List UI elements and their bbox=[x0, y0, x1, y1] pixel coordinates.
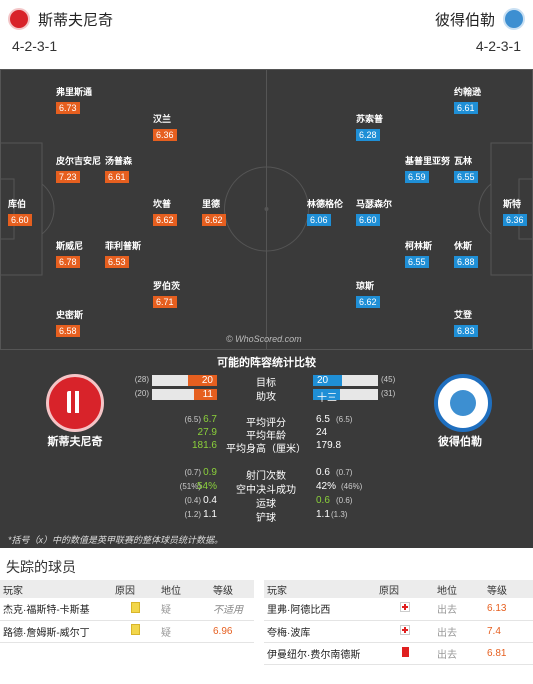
pitch: 弗里斯通 6.73 汉兰 6.36 皮尔吉安尼 7.23 汤普森 6.61 库伯 6.60… bbox=[0, 69, 533, 350]
home-goals-bar: 20 bbox=[152, 375, 217, 386]
away-player[interactable]: 斯特 6.36 bbox=[503, 199, 527, 228]
home-player[interactable]: 菲利普斯 6.53 bbox=[105, 241, 142, 268]
home-player[interactable]: 里德 6.62 bbox=[202, 199, 226, 228]
col-status[interactable]: 地位 bbox=[158, 580, 210, 598]
col-rating[interactable]: 等级 bbox=[484, 580, 533, 598]
player-name[interactable]: 杰克·福斯特-卡斯基 bbox=[0, 598, 112, 621]
home-team-header[interactable]: 斯蒂夫尼奇 bbox=[8, 8, 113, 30]
missing-title: 失踪的球员 bbox=[6, 559, 76, 575]
player-name[interactable]: 夸梅·波库 bbox=[264, 620, 376, 643]
home-player[interactable]: 汤普森 6.61 bbox=[105, 156, 133, 183]
home-player[interactable]: 皮尔吉安尼 7.23 bbox=[56, 156, 102, 183]
watermark: © WhoScored.com bbox=[226, 334, 302, 344]
player-name[interactable]: 伊曼纽尔·费尔南德斯 bbox=[264, 642, 376, 665]
table-row[interactable]: 杰克·福斯特-卡斯基 疑 不适用 bbox=[0, 598, 254, 621]
col-player[interactable]: 玩家 bbox=[264, 580, 376, 598]
doubt-icon bbox=[130, 601, 140, 613]
away-team-badge-icon bbox=[503, 8, 525, 30]
away-player[interactable]: 基普里亚努 6.59 bbox=[405, 156, 451, 183]
home-player[interactable]: 库伯 6.60 bbox=[8, 199, 32, 228]
home-missing-table: 玩家 原因 地位 等级 杰克·福斯特-卡斯基 疑 不适用 路德·詹姆斯-威尔丁 … bbox=[0, 580, 254, 643]
table-row[interactable]: 伊曼纽尔·费尔南德斯 出去 6.81 bbox=[264, 642, 533, 665]
home-crest-name[interactable]: 斯蒂夫尼奇 bbox=[47, 436, 103, 448]
away-player[interactable]: 苏索普 6.28 bbox=[356, 114, 384, 141]
goals-bar-row: (28) 20 目标 20 (45) bbox=[134, 375, 396, 389]
away-player[interactable]: 马瑟森尔 6.60 bbox=[356, 199, 393, 226]
away-assists-bar: 十三 bbox=[313, 389, 378, 404]
col-status[interactable]: 地位 bbox=[434, 580, 484, 598]
home-team-name[interactable]: 斯蒂夫尼奇 bbox=[38, 11, 114, 29]
home-player[interactable]: 史密斯 6.58 bbox=[56, 310, 84, 337]
away-team-name[interactable]: 彼得伯勒 bbox=[434, 11, 495, 29]
home-team-crest-icon bbox=[46, 374, 104, 432]
stat-row-rating: (6.5) 6.7 平均评分 6.5 (6.5) bbox=[184, 414, 353, 429]
player-name[interactable]: 路德·詹姆斯-威尔丁 bbox=[0, 620, 112, 643]
away-goals-bar: 20 bbox=[313, 375, 378, 386]
table-row[interactable]: 路德·詹姆斯-威尔丁 疑 6.96 bbox=[0, 620, 254, 643]
away-player[interactable]: 休斯 6.88 bbox=[454, 241, 478, 270]
home-team-badge-icon bbox=[8, 8, 30, 30]
stat-row-tackles: (1.2) 1.1 铲球 1.1 (1.3) bbox=[184, 509, 348, 524]
stat-row-age: 27.9 平均年龄 24 bbox=[197, 427, 328, 442]
col-reason[interactable]: 原因 bbox=[112, 580, 158, 598]
away-player[interactable]: 林德格伦 6.06 bbox=[307, 199, 344, 226]
away-player[interactable]: 艾登 6.83 bbox=[454, 310, 478, 339]
doubt-icon bbox=[130, 624, 140, 635]
footnote: *括号（x）中的数值是英甲联赛的整体球员统计数据。 bbox=[8, 535, 224, 545]
table-row[interactable]: 里弗·阿德比西 出去 6.13 bbox=[264, 598, 533, 621]
away-player[interactable]: 约翰逊 6.61 bbox=[454, 87, 482, 114]
away-player[interactable]: 琼斯 6.62 bbox=[356, 281, 380, 310]
stat-row-aerials: (51%) 54% 空中决斗成功 42% (46%) bbox=[179, 481, 363, 496]
away-missing-table: 玩家 原因 地位 等级 里弗·阿德比西 出去 6.13 夸梅·波库 出去 7.4 bbox=[264, 580, 533, 665]
home-player[interactable]: 罗伯茨 6.71 bbox=[153, 281, 181, 308]
stat-row-shots: (0.7) 0.9 射门次数 0.6 (0.7) bbox=[184, 467, 353, 482]
away-team-header[interactable]: 彼得伯勒 bbox=[435, 8, 525, 30]
away-player[interactable]: 瓦林 6.55 bbox=[454, 156, 478, 185]
stat-row-dribbles: (0.4) 0.4 运球 0.6 (0.6) bbox=[184, 495, 353, 510]
lineup-comparison: 可能的阵容统计比较 斯蒂夫尼奇 彼得伯勒 (28) 20 目标 20 (45) … bbox=[0, 350, 533, 548]
col-reason[interactable]: 原因 bbox=[376, 580, 434, 598]
away-crest-name[interactable]: 彼得伯勒 bbox=[438, 436, 482, 448]
comparison-title: 可能的阵容统计比较 bbox=[217, 357, 316, 369]
home-player[interactable]: 弗里斯通 6.73 bbox=[56, 87, 93, 114]
home-assists-bar: 11 bbox=[152, 389, 217, 400]
assists-bar-row: (20) 11 助攻 十三 (31) bbox=[134, 389, 396, 404]
injury-icon bbox=[400, 602, 410, 613]
home-formation: 4-2-3-1 bbox=[12, 38, 58, 54]
table-row[interactable]: 夸梅·波库 出去 7.4 bbox=[264, 620, 533, 643]
away-formation: 4-2-3-1 bbox=[475, 38, 521, 54]
stat-row-height: 181.6 平均身高（厘米） 179.8 bbox=[191, 440, 342, 455]
col-rating[interactable]: 等级 bbox=[210, 580, 254, 598]
away-team-crest-icon bbox=[434, 374, 492, 432]
red-card-icon bbox=[401, 646, 409, 657]
col-player[interactable]: 玩家 bbox=[0, 580, 112, 598]
injury-icon bbox=[400, 624, 410, 635]
player-name[interactable]: 里弗·阿德比西 bbox=[264, 598, 376, 621]
away-player[interactable]: 柯林斯 6.55 bbox=[405, 241, 433, 268]
home-player[interactable]: 汉兰 6.36 bbox=[153, 114, 177, 143]
home-player[interactable]: 斯威尼 6.78 bbox=[56, 241, 84, 268]
home-player[interactable]: 坎普 6.62 bbox=[153, 199, 177, 228]
